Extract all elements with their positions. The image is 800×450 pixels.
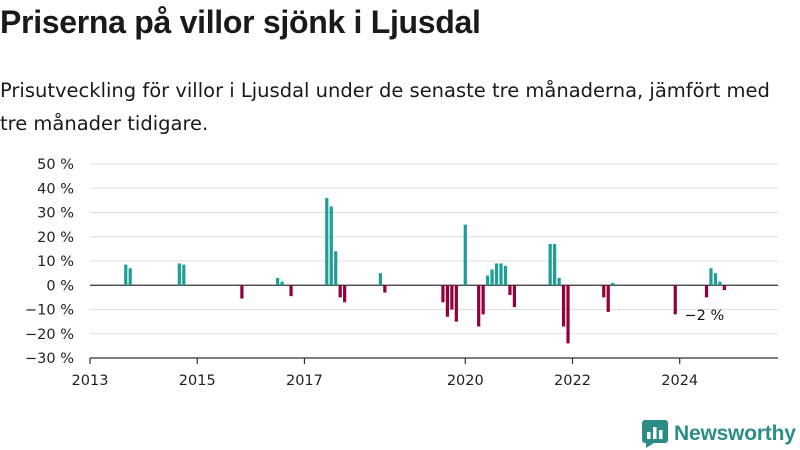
bar xyxy=(673,285,677,315)
bar xyxy=(383,285,387,293)
bar xyxy=(454,285,458,322)
bar xyxy=(709,268,713,286)
axes xyxy=(89,357,778,364)
y-tick-label: −10 % xyxy=(25,303,74,319)
newsworthy-logo-icon xyxy=(642,420,668,448)
x-tick-label: 2015 xyxy=(179,373,216,389)
bar xyxy=(713,273,718,286)
y-tick-label: −30 % xyxy=(25,351,74,367)
bar xyxy=(481,285,485,315)
bar xyxy=(503,265,508,286)
bar xyxy=(289,285,293,297)
bar xyxy=(276,277,280,286)
y-tick-label: 10 % xyxy=(37,254,74,270)
bar xyxy=(325,197,329,286)
brand-name: Newsworthy xyxy=(674,422,796,445)
bar xyxy=(490,269,494,286)
x-tick-label: 2022 xyxy=(554,373,591,389)
bar xyxy=(441,285,445,303)
bar xyxy=(280,281,284,286)
bar xyxy=(463,224,467,286)
annotation-label: −2 % xyxy=(685,308,725,324)
bar xyxy=(128,268,132,286)
bar xyxy=(602,285,606,298)
bar xyxy=(512,285,517,308)
bar xyxy=(486,275,490,286)
bar xyxy=(378,273,382,286)
bar xyxy=(566,285,570,344)
bar xyxy=(182,264,186,286)
y-tick-label: 40 % xyxy=(37,181,74,197)
bar xyxy=(718,281,722,286)
bar-series xyxy=(124,197,726,344)
bar xyxy=(499,263,503,286)
bar xyxy=(704,285,709,298)
y-tick-label: 50 % xyxy=(37,157,74,173)
brand-logo: Newsworthy xyxy=(642,419,796,449)
bar xyxy=(722,285,726,291)
bar xyxy=(177,263,181,286)
x-tick-label: 2017 xyxy=(286,373,323,389)
bar xyxy=(557,277,561,286)
x-tick-label: 2020 xyxy=(447,373,484,389)
y-tick-label: 20 % xyxy=(37,230,74,246)
tick-labels: −30 % −20 % −10 % 0 % 10 % 20 % 30 % 40 % 50 % 20… xyxy=(25,157,698,389)
bar xyxy=(240,285,244,299)
bar xyxy=(343,285,347,303)
y-tick-label: 30 % xyxy=(37,206,74,222)
bar xyxy=(611,282,615,286)
chart-subtitle: Prisutveckling för villor i Ljusdal unde… xyxy=(0,79,770,135)
bar xyxy=(548,244,552,286)
bar xyxy=(561,285,566,327)
gridlines xyxy=(90,163,778,359)
bar xyxy=(508,285,512,295)
x-tick-label: 2013 xyxy=(72,373,109,389)
bar xyxy=(494,263,499,286)
y-tick-label: 0 % xyxy=(46,278,74,294)
y-tick-label: −20 % xyxy=(25,327,74,343)
bar xyxy=(606,285,610,312)
bar xyxy=(450,285,454,310)
bar xyxy=(445,285,450,317)
x-tick-label: 2024 xyxy=(661,373,698,389)
bar xyxy=(334,251,338,286)
bar xyxy=(553,244,557,286)
bar xyxy=(477,285,481,327)
bar xyxy=(124,264,128,286)
bar-chart: −30 % −20 % −10 % 0 % 10 % 20 % 30 % 40 % 50 % 20… xyxy=(25,157,778,389)
annotations: −2 % xyxy=(685,308,725,324)
bar xyxy=(338,285,342,298)
bar xyxy=(329,206,333,286)
chart-title: Priserna på villor sjönk i Ljusdal xyxy=(0,4,481,40)
